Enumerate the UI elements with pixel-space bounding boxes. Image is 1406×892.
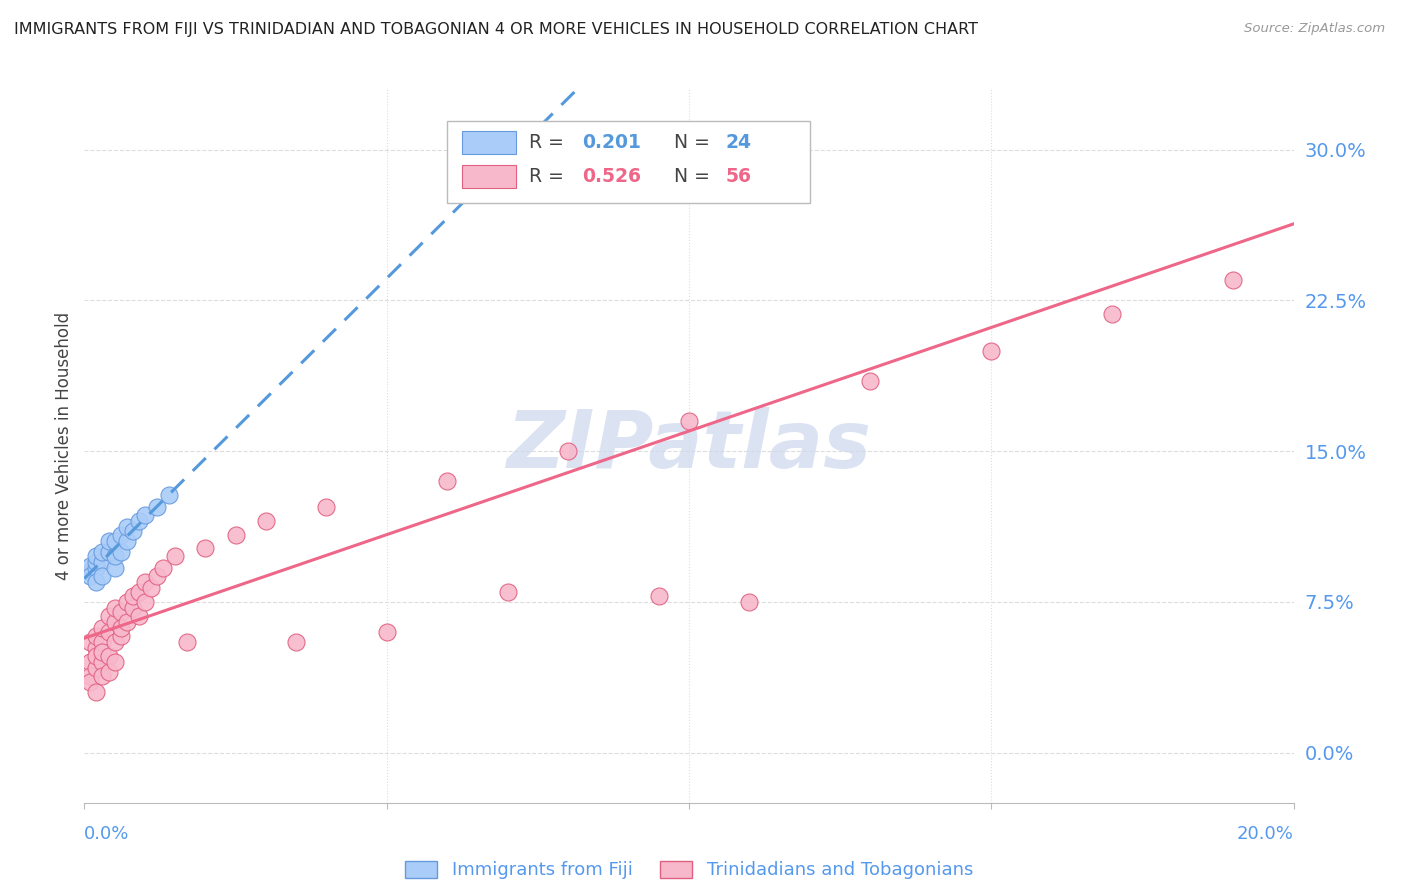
Text: N =: N = (662, 133, 716, 153)
Text: R =: R = (529, 133, 571, 153)
Point (194, 541, 217, 555)
Text: 0.0%: 0.0% (84, 825, 129, 843)
Point (115, 534, 138, 549)
Point (86, 640, 108, 655)
Point (86, 648, 108, 663)
Point (97, 624, 120, 639)
Point (110, 544, 132, 558)
Point (157, 488, 180, 502)
Point (134, 508, 156, 523)
Point (97, 608, 120, 623)
Point (110, 629, 132, 643)
Point (86, 574, 108, 589)
Point (436, 474, 458, 488)
Point (97, 544, 120, 558)
Point (79, 669, 101, 683)
Point (79, 565, 101, 579)
Y-axis label: 4 or more Vehicles in Household: 4 or more Vehicles in Household (55, 312, 73, 580)
Point (91, 645, 114, 659)
Point (557, 444, 579, 458)
Point (128, 608, 150, 623)
FancyBboxPatch shape (447, 121, 810, 203)
Text: Source: ZipAtlas.com: Source: ZipAtlas.com (1244, 22, 1385, 36)
Point (86, 555, 108, 569)
Point (91, 555, 114, 569)
Point (315, 500, 337, 515)
Point (121, 589, 143, 603)
Point (104, 549, 127, 563)
Point (79, 558, 101, 573)
Point (91, 655, 114, 669)
Point (86, 549, 108, 563)
FancyBboxPatch shape (461, 165, 516, 187)
Point (1101, 307, 1123, 321)
Point (605, 153, 627, 167)
Point (128, 584, 150, 599)
Point (121, 600, 143, 615)
Point (104, 534, 127, 549)
Point (91, 669, 114, 683)
FancyBboxPatch shape (461, 131, 516, 154)
Point (375, 624, 398, 639)
Text: 24: 24 (725, 133, 751, 153)
Point (496, 584, 519, 599)
Point (79, 655, 101, 669)
Point (86, 629, 108, 643)
Point (104, 655, 127, 669)
Point (104, 560, 127, 574)
Point (79, 675, 101, 690)
Point (110, 528, 132, 542)
Point (139, 581, 162, 595)
Point (115, 520, 138, 534)
Point (134, 574, 156, 589)
Point (97, 648, 120, 663)
Point (104, 615, 127, 629)
Text: IMMIGRANTS FROM FIJI VS TRINIDADIAN AND TOBAGONIAN 4 OR MORE VEHICLES IN HOUSEHO: IMMIGRANTS FROM FIJI VS TRINIDADIAN AND … (14, 22, 979, 37)
Point (738, 595, 761, 609)
Point (79, 635, 101, 649)
Point (104, 635, 127, 649)
Point (980, 343, 1002, 358)
Legend: Immigrants from Fiji, Trinidadians and Tobagonians: Immigrants from Fiji, Trinidadians and T… (398, 854, 980, 887)
Point (176, 635, 198, 649)
Point (86, 685, 108, 699)
Point (254, 515, 277, 529)
Point (128, 515, 150, 529)
Text: 20.0%: 20.0% (1237, 825, 1294, 843)
Point (121, 524, 143, 539)
Point (115, 595, 138, 609)
Text: 56: 56 (725, 167, 751, 186)
Point (648, 589, 671, 603)
Text: 0.201: 0.201 (582, 133, 641, 153)
Point (86, 560, 108, 574)
Point (115, 615, 138, 629)
Point (146, 568, 169, 582)
Point (859, 374, 882, 388)
Point (630, 132, 652, 146)
Point (110, 605, 132, 619)
Point (285, 635, 308, 649)
Point (134, 595, 156, 609)
Point (91, 635, 114, 649)
Text: N =: N = (662, 167, 716, 186)
Point (225, 528, 247, 542)
Point (678, 414, 700, 428)
Point (152, 560, 174, 574)
Point (97, 534, 120, 549)
Point (79, 568, 101, 582)
Point (91, 568, 114, 582)
Point (1222, 273, 1244, 287)
Point (110, 621, 132, 635)
Point (146, 500, 169, 515)
Point (91, 544, 114, 558)
Point (91, 621, 114, 635)
Text: 0.526: 0.526 (582, 167, 641, 186)
Text: ZIPatlas: ZIPatlas (506, 407, 872, 485)
Point (104, 600, 127, 615)
Text: R =: R = (529, 167, 571, 186)
Point (165, 549, 187, 563)
Point (86, 661, 108, 675)
Point (97, 665, 120, 680)
